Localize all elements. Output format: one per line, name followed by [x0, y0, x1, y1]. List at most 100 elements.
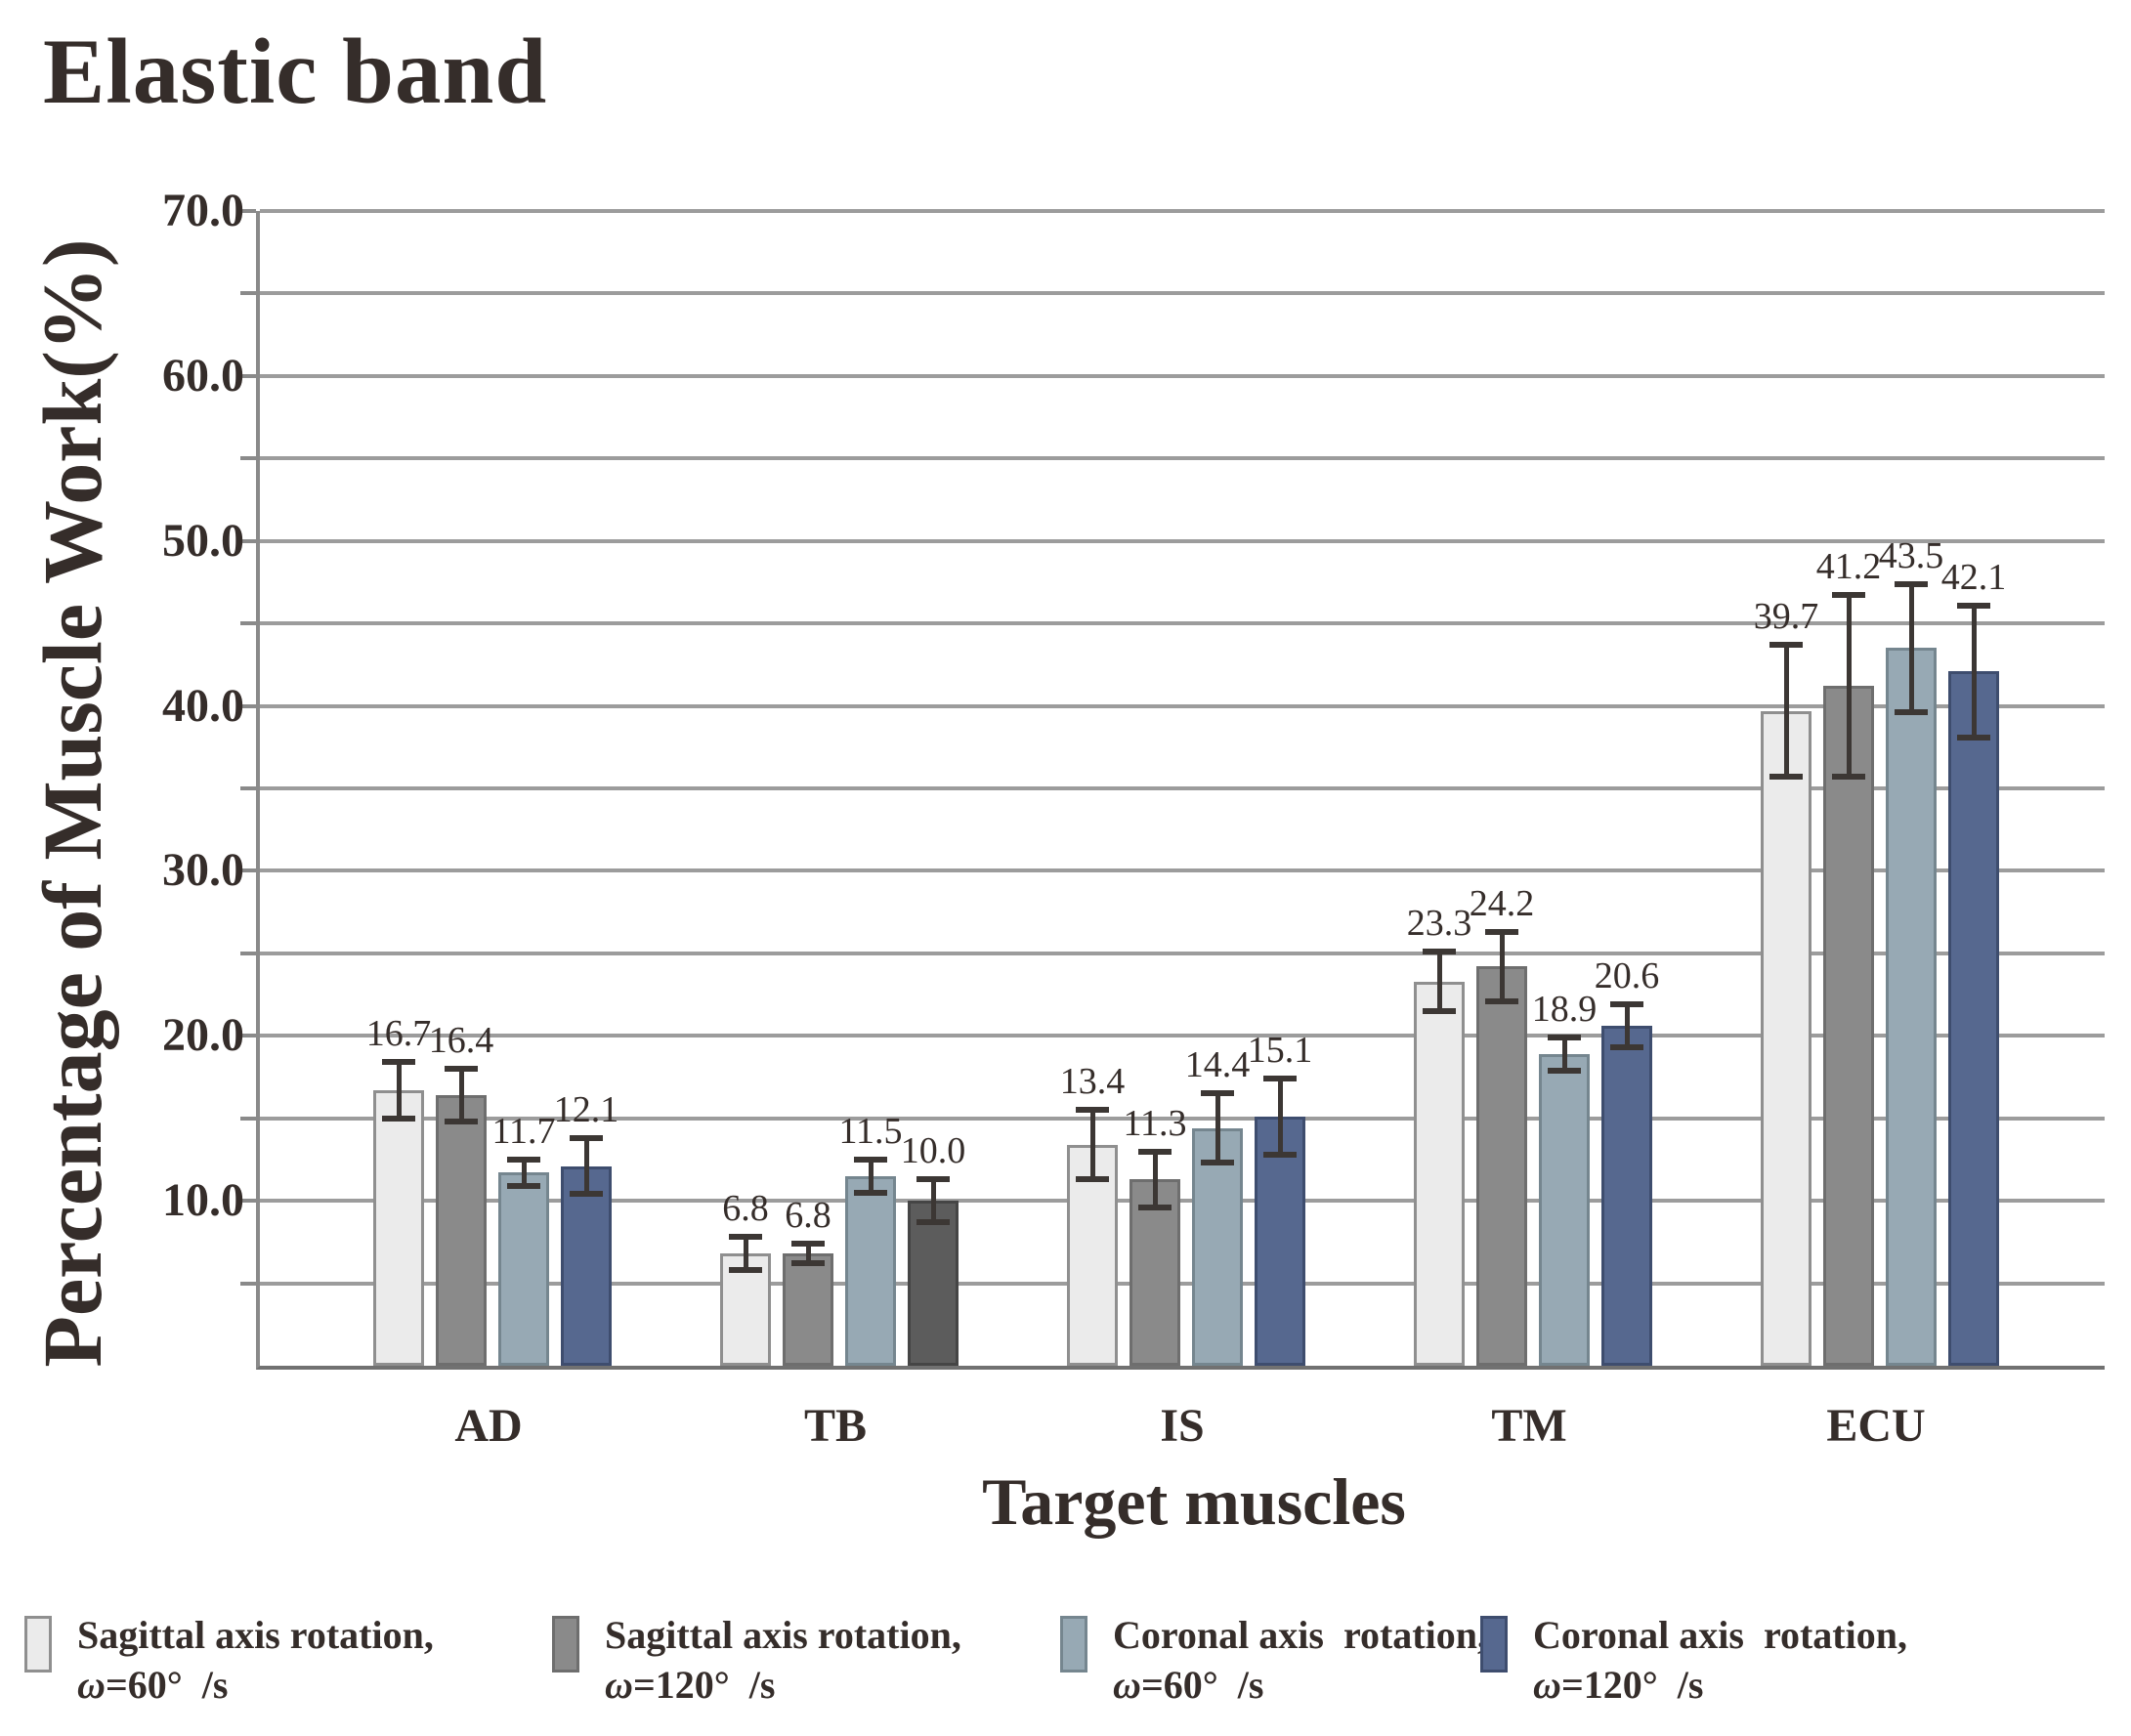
error-cap-bottom: [1832, 774, 1865, 781]
y-tick-30: [240, 868, 256, 873]
value-label-ECU-s3: 43.5: [1878, 534, 1944, 576]
y-tick-label: 40.0: [162, 679, 244, 732]
gridline-5: [260, 1281, 2105, 1286]
y-tick-label: 50.0: [162, 514, 244, 567]
error-cap-bottom: [1076, 1176, 1109, 1183]
legend-line2: ω=60° /s: [77, 1660, 434, 1710]
error-cap-bottom: [382, 1115, 415, 1122]
error-bar-ECU-s2: [1846, 595, 1852, 778]
bar-ECU-s1: [1761, 710, 1811, 1366]
y-tick-50: [240, 538, 256, 543]
legend-speed-text: =60° /s: [1140, 1663, 1264, 1708]
error-cap-bottom: [445, 1119, 478, 1125]
y-tick-label: 20.0: [162, 1009, 244, 1062]
error-bar-TM-s3: [1561, 1037, 1567, 1071]
legend-swatch-3: [1060, 1616, 1087, 1672]
error-bar-TB-s2: [805, 1244, 811, 1264]
legend-swatch-1: [24, 1616, 52, 1672]
x-tick-label-TM: TM: [1491, 1400, 1567, 1452]
bar-AD-s4: [561, 1165, 612, 1366]
y-tick-45: [240, 621, 256, 626]
plot-area: 70.0 60.0 50.0 40.0 30.0 20.0 10.0 16.7 16.4 11.7…: [162, 188, 2105, 1370]
legend-line1: Coronal axis rotation,: [1113, 1613, 1487, 1657]
error-cap-top: [507, 1156, 540, 1163]
omega-symbol: ω: [1113, 1663, 1141, 1708]
error-cap-bottom: [1895, 709, 1928, 716]
gridline-40: [260, 703, 2105, 708]
value-label-ECU-s2: 41.2: [1815, 546, 1882, 588]
gridline-20: [260, 1034, 2105, 1038]
bar-TM-s2: [1476, 966, 1527, 1366]
value-label-ECU-s4: 42.1: [1940, 556, 2007, 598]
legend-line1: Sagittal axis rotation,: [605, 1613, 961, 1657]
value-label-AD-s2: 16.4: [428, 1020, 494, 1062]
error-cap-bottom: [1769, 774, 1803, 781]
x-tick-label-TB: TB: [803, 1400, 868, 1452]
gridline-55: [260, 456, 2105, 461]
y-tick-55: [240, 456, 256, 461]
error-cap-top: [1957, 602, 1990, 609]
error-bar-ECU-s1: [1783, 645, 1789, 778]
error-cap-bottom: [1610, 1044, 1643, 1051]
error-cap-bottom: [1548, 1067, 1581, 1074]
value-label-ECU-s1: 39.7: [1753, 596, 1819, 638]
value-label-TB-s4: 10.0: [900, 1130, 966, 1172]
gridline-35: [260, 786, 2105, 790]
bar-IS-s3: [1192, 1127, 1243, 1366]
legend-swatch-2: [552, 1616, 579, 1672]
error-cap-top: [1138, 1148, 1172, 1155]
bar-TM-s3: [1539, 1053, 1590, 1366]
y-tick-label: 70.0: [162, 185, 244, 236]
y-tick-25: [240, 951, 256, 955]
error-cap-top: [445, 1066, 478, 1073]
value-label-IS-s1: 13.4: [1059, 1061, 1126, 1103]
y-tick-65: [240, 291, 256, 296]
gridline-65: [260, 291, 2105, 296]
error-cap-bottom: [1138, 1204, 1172, 1210]
y-tick-15: [240, 1116, 256, 1121]
error-cap-top: [1201, 1090, 1234, 1097]
bar-ECU-s4: [1948, 671, 1999, 1366]
bar-IS-s1: [1067, 1144, 1118, 1366]
legend-swatch-4: [1480, 1616, 1508, 1672]
omega-symbol: ω: [77, 1663, 106, 1708]
value-label-TB-s1: 6.8: [722, 1188, 769, 1230]
error-bar-ECU-s4: [1971, 605, 1977, 738]
value-label-IS-s4: 15.1: [1247, 1030, 1313, 1072]
legend-label-3: Coronal axis rotation, ω=60° /s: [1113, 1610, 1487, 1710]
value-label-IS-s2: 11.3: [1123, 1102, 1187, 1144]
error-cap-top: [1548, 1034, 1581, 1040]
legend-line1: Coronal axis rotation,: [1533, 1613, 1907, 1657]
error-bar-TM-s2: [1499, 931, 1505, 1001]
error-bar-TB-s3: [868, 1159, 874, 1193]
error-cap-top: [854, 1156, 887, 1163]
error-bar-TM-s1: [1436, 952, 1442, 1011]
gridline-70: [260, 209, 2105, 213]
bar-ECU-s2: [1823, 686, 1874, 1366]
error-bar-TB-s1: [743, 1237, 748, 1271]
error-bar-AD-s1: [396, 1062, 402, 1119]
error-cap-bottom: [791, 1260, 825, 1267]
error-cap-top: [570, 1134, 603, 1141]
error-bar-ECU-s3: [1908, 583, 1914, 713]
gridline-15: [260, 1116, 2105, 1121]
y-tick-10: [240, 1199, 256, 1204]
gridline-25: [260, 951, 2105, 955]
error-cap-bottom: [1201, 1160, 1234, 1166]
y-tick-label: 30.0: [162, 844, 244, 897]
bar-TM-s4: [1601, 1026, 1652, 1366]
value-label-TM-s1: 23.3: [1406, 903, 1472, 945]
x-tick-label-IS: IS: [1160, 1400, 1205, 1452]
legend-line2: ω=120° /s: [605, 1660, 961, 1710]
bar-ECU-s3: [1886, 648, 1937, 1366]
value-label-TB-s3: 11.5: [838, 1110, 903, 1152]
error-cap-bottom: [507, 1182, 540, 1189]
error-bar-TB-s4: [930, 1179, 936, 1223]
error-bar-IS-s1: [1089, 1110, 1095, 1180]
value-label-TM-s2: 24.2: [1469, 882, 1535, 924]
legend-item-2: Sagittal axis rotation, ω=120° /s: [552, 1610, 961, 1710]
legend-line2: ω=60° /s: [1113, 1660, 1487, 1710]
y-tick-60: [240, 373, 256, 378]
y-tick-label: 60.0: [162, 349, 244, 402]
